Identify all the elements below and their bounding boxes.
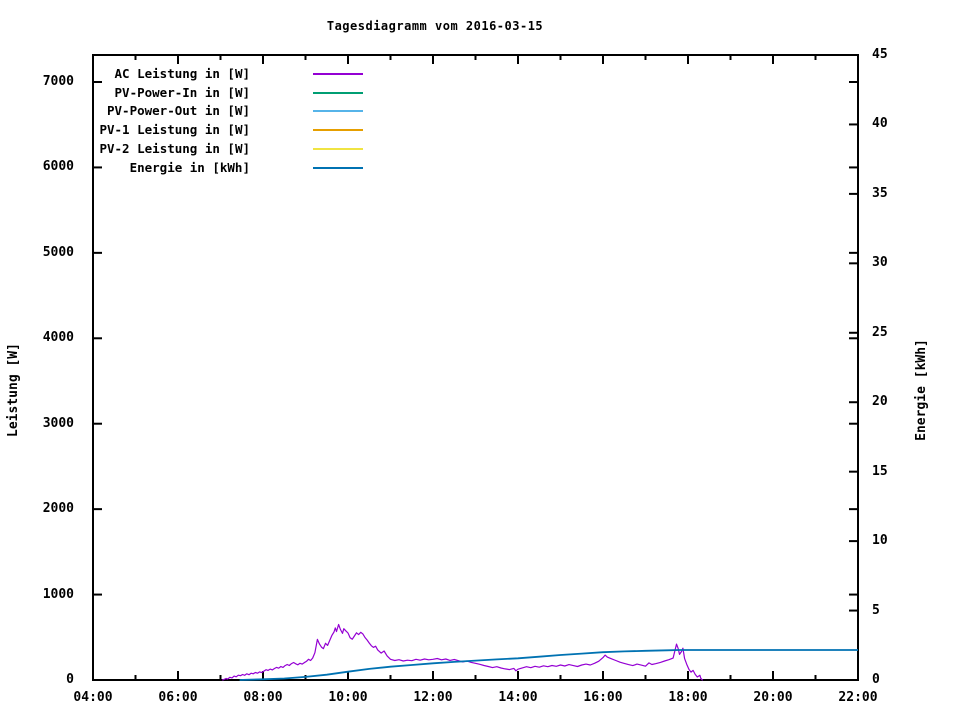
series-line-energie-in-kwh- [239, 649, 858, 681]
y-left-tick-label: 3000 [42, 415, 74, 431]
legend-label: Energie in [kWh] [129, 159, 250, 175]
legend-label: PV-1 Leistung in [W] [99, 122, 250, 138]
y-left-tick-label: 4000 [42, 330, 74, 346]
legend-line-sample [313, 129, 363, 132]
legend-label: PV-Power-Out in [W] [107, 103, 250, 119]
series-line-ac-leistung-in-w- [222, 623, 704, 681]
y-right-tick-label: 15 [872, 463, 888, 479]
x-tick-label: 18:00 [668, 690, 708, 705]
y-right-tick-label: 25 [872, 324, 888, 340]
legend-line-sample [313, 73, 363, 75]
x-tick-label: 20:00 [753, 690, 793, 705]
y-right-tick-label: 30 [872, 255, 888, 271]
legend-line-sample [313, 147, 363, 150]
y-right-tick-label: 40 [872, 116, 888, 132]
legend-label: PV-Power-In in [W] [114, 84, 250, 100]
x-tick-label: 06:00 [158, 690, 198, 705]
chart-title: Tagesdiagramm vom 2016-03-15 [326, 19, 544, 33]
legend-line-sample [313, 166, 363, 169]
y-right-tick-label: 20 [872, 394, 888, 410]
y-left-tick-label: 7000 [42, 74, 74, 89]
legend-label: AC Leistung in [W] [114, 66, 250, 81]
x-tick-label: 08:00 [243, 690, 283, 705]
x-tick-label: 10:00 [328, 690, 368, 705]
x-tick-label: 14:00 [498, 690, 538, 705]
y-left-tick-label: 5000 [42, 244, 74, 260]
y-left-tick-label: 6000 [42, 159, 74, 175]
legend-line-sample [313, 91, 363, 94]
y-right-tick-label: 45 [872, 47, 888, 62]
x-tick-label: 16:00 [583, 690, 623, 705]
y-right-tick-label: 0 [872, 672, 880, 687]
legend-line-sample [313, 110, 363, 113]
x-tick-label: 04:00 [73, 690, 113, 705]
legend-label: PV-2 Leistung in [W] [99, 140, 250, 156]
y-right-tick-label: 35 [872, 185, 888, 201]
y-right-tick-label: 5 [872, 602, 880, 618]
x-tick-label: 22:00 [838, 690, 878, 705]
x-tick-label: 12:00 [413, 690, 453, 705]
plot-border [92, 54, 859, 681]
y-right-tick-label: 10 [872, 533, 888, 549]
y-left-tick-label: 2000 [42, 501, 74, 517]
y-left-tick-label: 1000 [42, 586, 74, 602]
y-left-tick-label: 0 [66, 672, 74, 687]
